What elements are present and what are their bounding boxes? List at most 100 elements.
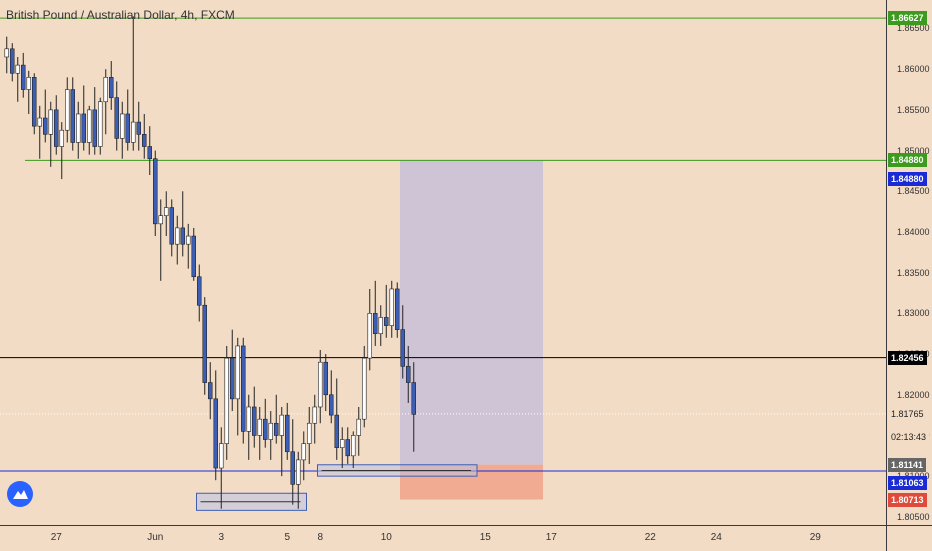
price-tick-label: 1.84500	[897, 186, 930, 197]
candle-body	[317, 361, 323, 408]
candle-body	[81, 113, 87, 143]
candle-body	[125, 113, 131, 143]
candle-body	[76, 113, 81, 143]
price-tag: 1.80713	[888, 492, 927, 507]
target-zone	[400, 160, 543, 465]
time-tick-label: 8	[317, 532, 324, 543]
price-tag: 1.81141	[888, 457, 927, 472]
candle-body	[175, 227, 180, 245]
time-tick-label: 5	[284, 532, 291, 543]
candle-body	[164, 207, 169, 216]
time-tick-label: Jun	[147, 532, 164, 543]
price-tag: 1.82456	[888, 350, 927, 365]
candle-body	[31, 77, 37, 127]
candle-body	[136, 121, 142, 135]
candle-body	[361, 357, 367, 420]
candle-body	[208, 382, 213, 400]
candle-body	[191, 235, 197, 278]
candle-body	[301, 443, 306, 461]
candle-body	[356, 418, 361, 436]
candle-body	[4, 48, 10, 58]
candle-body	[213, 398, 219, 469]
price-axis[interactable]: 1.86500 1.86000 1.85500 1.85000 1.84500 1.840…	[886, 0, 932, 525]
price-tick-label: 1.82000	[897, 389, 930, 400]
price-tick-label: 1.84000	[897, 226, 930, 237]
candle-body	[42, 117, 48, 135]
candle-body	[273, 422, 279, 436]
candle-body	[400, 329, 405, 367]
candle-body	[367, 313, 372, 359]
candle-body	[257, 418, 262, 436]
time-tick-label: 27	[50, 532, 62, 543]
candle-body	[103, 77, 109, 103]
price-tick-label: 1.86000	[897, 64, 930, 75]
price-tag: 1.81063	[888, 476, 927, 491]
candle-body	[224, 357, 230, 444]
candle-body	[295, 459, 301, 485]
candle-body	[109, 77, 114, 98]
candle-body	[378, 317, 383, 335]
time-tick-label: 22	[644, 532, 656, 543]
chart-title: British Pound / Australian Dollar, 4h, F…	[6, 8, 235, 22]
candle-body	[405, 365, 411, 383]
time-tick-label: 24	[710, 532, 722, 543]
time-tick-label: 15	[479, 532, 491, 543]
candle-body	[372, 313, 378, 335]
candle-body	[20, 64, 26, 90]
candle-body	[92, 109, 98, 147]
price-tick-label: 1.80500	[897, 511, 930, 522]
candle-body	[334, 414, 339, 448]
candle-body	[350, 435, 356, 457]
candle-body	[268, 422, 273, 440]
candle-body	[169, 207, 175, 245]
candle-body	[394, 288, 400, 330]
time-axis[interactable]: 27 Jun 3 5 8 10 15 17 22 24 29	[0, 525, 886, 551]
candle-body	[26, 77, 31, 90]
candle-body	[323, 361, 328, 396]
candle-body	[37, 117, 42, 127]
price-tag: 1.81765	[888, 406, 927, 421]
price-tag: 1.86627	[888, 11, 927, 26]
candle-body	[180, 227, 186, 245]
candle-body	[48, 109, 53, 135]
time-tick-label: 10	[380, 532, 392, 543]
candle-body	[230, 357, 235, 400]
plot-area[interactable]	[0, 0, 886, 525]
axis-corner	[886, 525, 932, 551]
price-tick-label: 1.85000	[897, 145, 930, 156]
price-tick-label: 1.86500	[897, 23, 930, 34]
price-tag: 1.84880	[888, 172, 927, 187]
candle-body	[186, 235, 191, 245]
candle-body	[153, 158, 158, 225]
candle-body	[202, 304, 208, 383]
candle-body	[87, 109, 92, 143]
candle-body	[131, 121, 136, 143]
candle-body	[345, 439, 350, 457]
candle-body	[70, 89, 76, 143]
price-chart[interactable]	[0, 0, 886, 525]
candle-body	[147, 146, 153, 160]
candle-body	[306, 422, 312, 444]
candle-body	[53, 109, 59, 147]
candle-body	[339, 439, 345, 448]
candle-body	[59, 129, 64, 147]
time-tick-label: 17	[545, 532, 557, 543]
candle-body	[262, 418, 268, 440]
price-tick-label: 1.83000	[897, 308, 930, 319]
candle-body	[252, 406, 257, 436]
candle-body	[158, 215, 164, 225]
candle-body	[383, 317, 389, 326]
candle-body	[312, 406, 317, 424]
price-tick-label: 1.81000	[897, 471, 930, 481]
price-tag: 02:13:43	[888, 430, 930, 445]
candle-body	[328, 394, 334, 416]
candle-body	[219, 443, 224, 469]
tradingview-logo-icon[interactable]	[7, 481, 33, 507]
candle-body	[197, 276, 202, 306]
price-tick-label: 1.85500	[897, 104, 930, 115]
candle-body	[411, 382, 416, 415]
candle-body	[120, 113, 125, 139]
candle-body	[389, 288, 394, 326]
candle-body	[241, 345, 246, 432]
